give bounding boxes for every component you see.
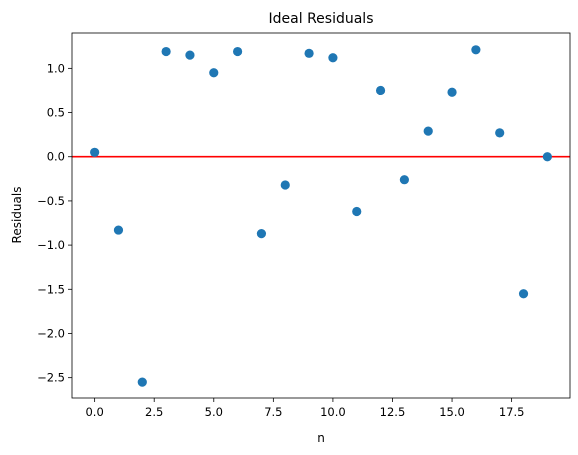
plot-area [72, 33, 570, 398]
data-point [423, 126, 433, 136]
data-point [304, 48, 314, 58]
y-tick-label: −1.0 [37, 238, 65, 252]
y-tick-label: 0.5 [47, 106, 65, 120]
y-tick-label: −2.0 [37, 326, 65, 340]
data-point [137, 377, 147, 387]
x-tick-label: 2.5 [145, 405, 163, 419]
data-point [518, 289, 529, 299]
y-axis-ticks: 1.0 0.5 0.0 −0.5 −1.0 −1.5 −2.0 −2.5 [37, 61, 72, 385]
y-tick-label: −2.5 [37, 371, 65, 385]
data-point [113, 225, 124, 235]
data-point [209, 68, 219, 78]
y-tick-label: −1.5 [37, 282, 65, 296]
x-tick-label: 5.0 [205, 405, 223, 419]
data-point [90, 147, 100, 157]
data-point [256, 229, 267, 239]
data-point [447, 87, 457, 97]
x-axis-ticks: 0.0 2.5 5.0 7.5 10.0 12.5 15.0 17.5 [85, 398, 524, 419]
x-tick-label: 0.0 [85, 405, 103, 419]
x-tick-label: 17.5 [499, 405, 525, 419]
x-tick-label: 10.0 [320, 405, 346, 419]
data-point [185, 50, 195, 60]
y-tick-label: −0.5 [37, 194, 65, 208]
chart-title: Ideal Residuals [269, 11, 374, 27]
data-point [233, 46, 243, 57]
y-tick-label: 1.0 [47, 61, 65, 75]
data-point [375, 85, 386, 96]
data-point [471, 45, 481, 55]
y-axis-label: Residuals [10, 187, 24, 244]
plot-frame [71, 32, 571, 399]
data-point [495, 128, 505, 138]
data-point [161, 46, 171, 57]
x-tick-label: 15.0 [439, 405, 465, 419]
data-point [280, 180, 290, 190]
x-tick-label: 12.5 [380, 405, 406, 419]
x-axis-label: n [317, 431, 325, 445]
data-point [399, 175, 409, 185]
data-point [352, 206, 362, 217]
data-point [328, 53, 338, 63]
data-point [542, 152, 552, 162]
x-tick-label: 7.5 [264, 405, 282, 419]
residual-points [90, 45, 552, 387]
y-tick-label: 0.0 [47, 150, 65, 164]
